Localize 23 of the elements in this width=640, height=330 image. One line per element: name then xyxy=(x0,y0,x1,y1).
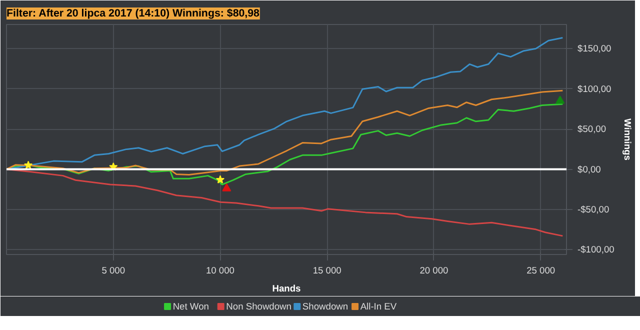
x-tick-label: 10 000 xyxy=(206,266,235,276)
y-tick-label: $150,00 xyxy=(578,44,612,54)
y-axis-title: Winnings xyxy=(622,118,632,160)
x-axis-title: Hands xyxy=(272,284,301,294)
point xyxy=(556,96,565,104)
line-series xyxy=(6,90,564,176)
legend-label: Non Showdown xyxy=(226,302,292,312)
point xyxy=(222,183,232,192)
y-tick-label: $50,00 xyxy=(578,124,606,134)
legend-label: Showdown xyxy=(302,302,348,312)
y-tick-label: $100,00 xyxy=(578,84,612,94)
point xyxy=(24,160,33,169)
legend-label: Net Won xyxy=(172,302,209,312)
y-tick-label: $0,00 xyxy=(578,164,601,174)
x-tick-label: 15 000 xyxy=(312,266,342,276)
x-tick-label: 25 000 xyxy=(526,266,556,276)
x-tick-label: 20 000 xyxy=(420,266,448,276)
legend-label: All-In EV xyxy=(360,302,398,312)
point xyxy=(216,175,225,184)
chart-title: Filter: After 20 lipca 2017 (14:10) Winnings: $80,98 xyxy=(6,8,260,20)
y-tick-label: -$50,00 xyxy=(578,204,610,214)
y-tick-label: -$100,00 xyxy=(578,244,614,255)
x-tick-label: 5 000 xyxy=(102,266,126,276)
